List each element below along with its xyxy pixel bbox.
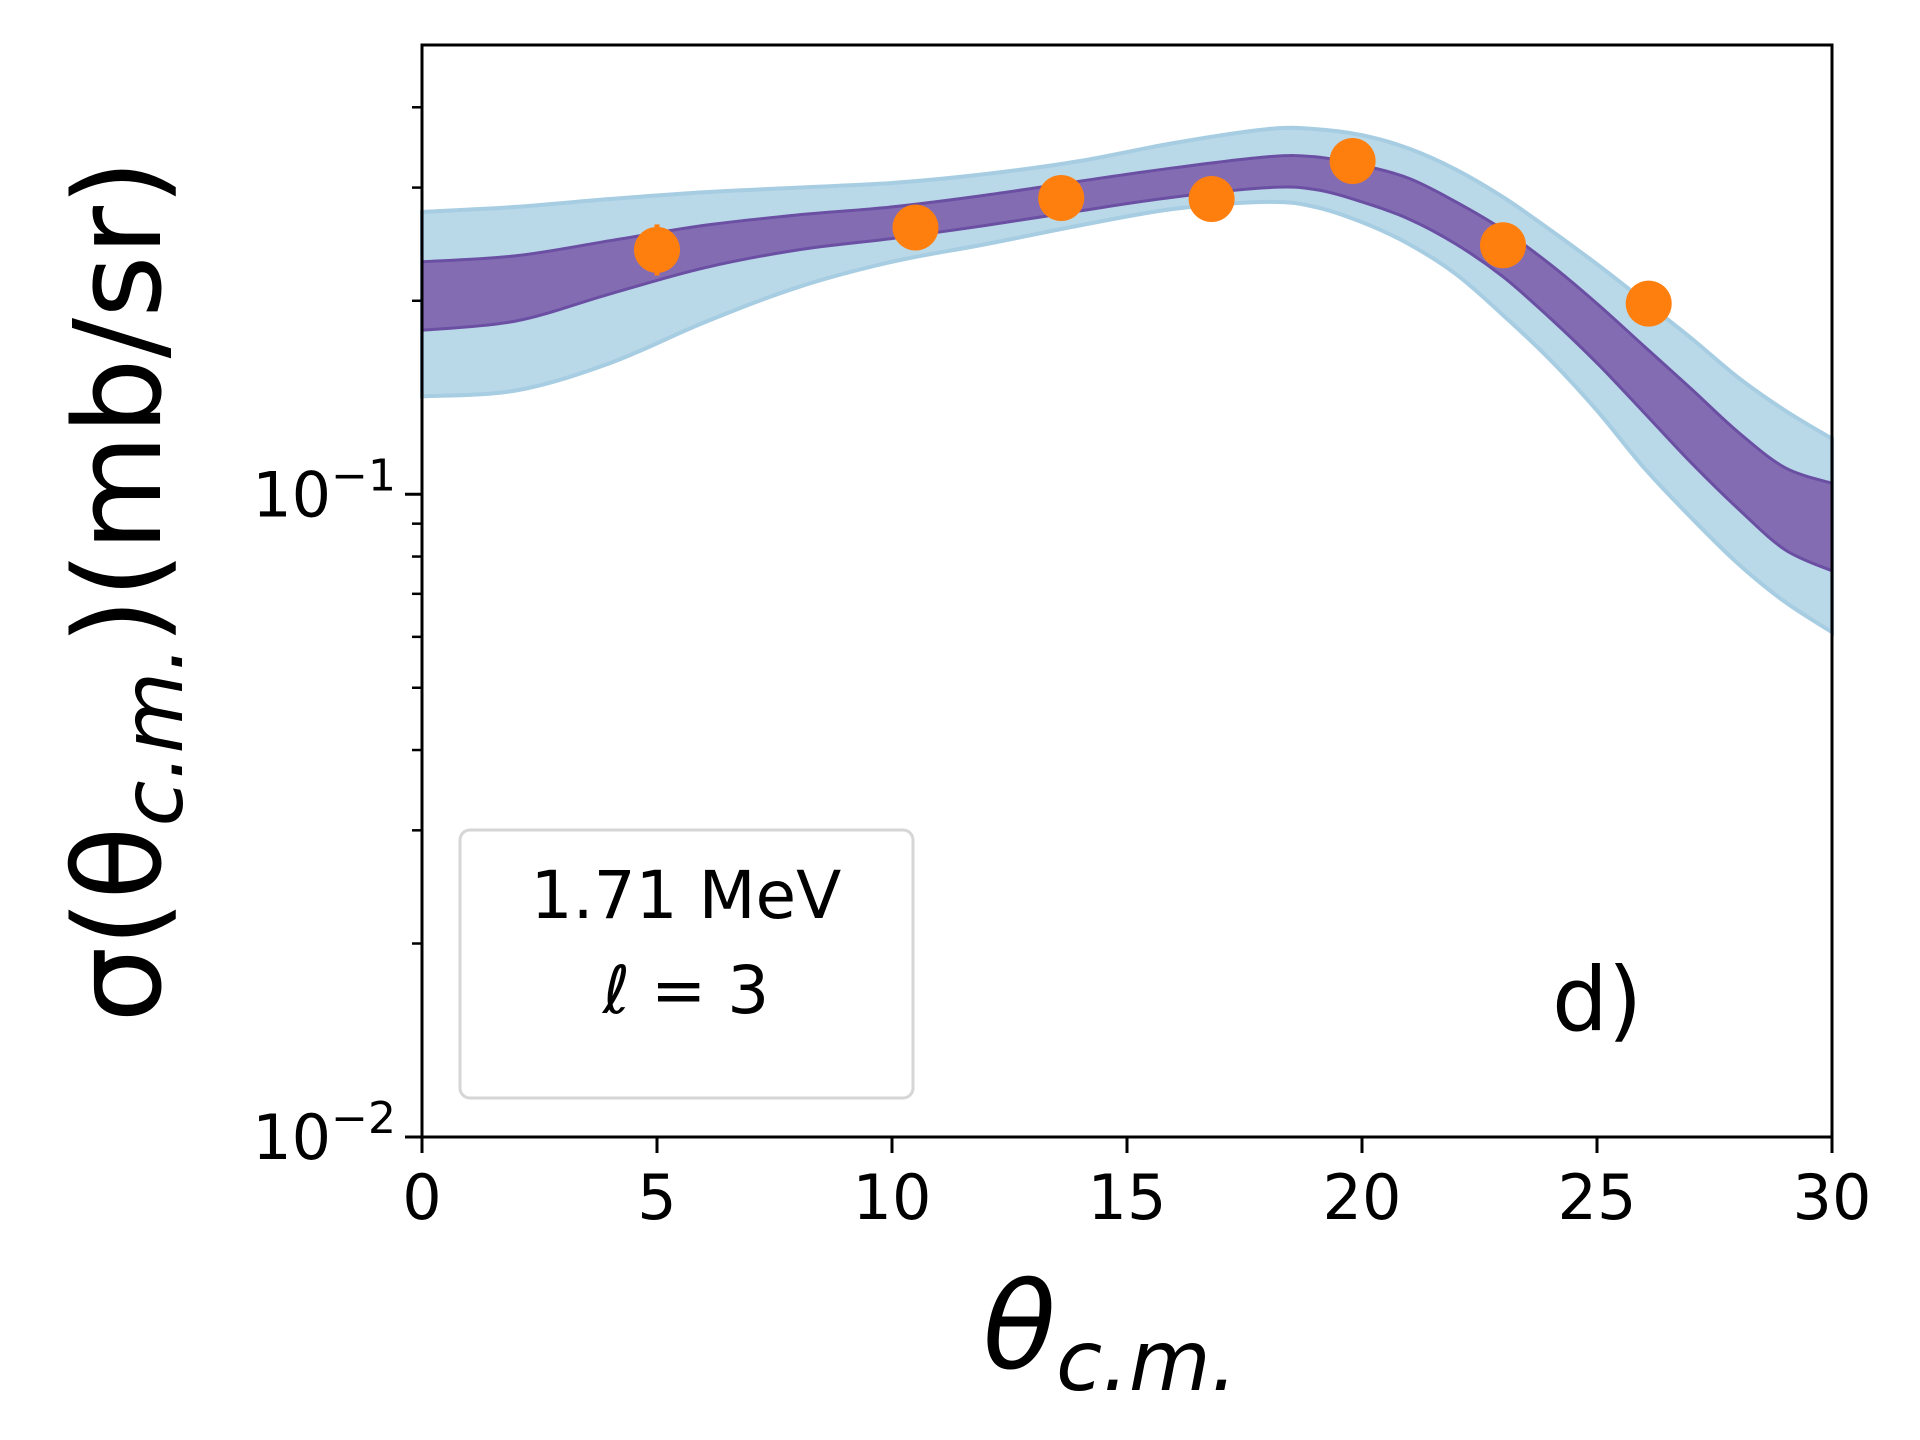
x-tick-label: 15 xyxy=(1088,1161,1167,1234)
inner-uncertainty-band xyxy=(420,154,1834,574)
y-tick-label-base: 10 xyxy=(252,1101,331,1174)
x-tick-label: 25 xyxy=(1558,1161,1637,1234)
y-tick-label: 10−1 xyxy=(252,450,396,531)
x-axis-title-symbol: θ xyxy=(983,1258,1056,1397)
y-axis-title-prefix: σ(θ xyxy=(50,826,189,1022)
x-tick-label: 0 xyxy=(402,1161,441,1234)
data-point xyxy=(1329,137,1376,184)
x-axis-title-subscript: c.m. xyxy=(1056,1312,1237,1410)
y-axis: 10−110−2 xyxy=(252,106,422,1174)
legend: 1.71 MeV ℓ = 3 xyxy=(458,828,915,1100)
data-point xyxy=(1625,280,1672,327)
legend-box xyxy=(458,828,915,1100)
data-point xyxy=(634,226,680,273)
y-axis-title: σ(θc.m.)(mb/sr) xyxy=(50,159,202,1023)
data-point xyxy=(1188,175,1235,222)
x-axis: 0 5 10 15 20 25 30 xyxy=(402,1137,1871,1234)
data-point xyxy=(1038,175,1085,222)
legend-angular-momentum: ℓ = 3 xyxy=(602,952,770,1029)
panel-label: d) xyxy=(1552,948,1642,1051)
y-tick-label-exponent: −2 xyxy=(331,1093,396,1144)
plot-area xyxy=(420,125,1834,636)
y-tick-label: 10−2 xyxy=(252,1093,396,1174)
y-tick-label-base: 10 xyxy=(252,458,331,531)
data-point xyxy=(1480,222,1526,269)
x-axis-title: θc.m. xyxy=(983,1258,1238,1410)
data-points xyxy=(634,137,1672,327)
x-tick-label: 10 xyxy=(853,1161,932,1234)
legend-energy: 1.71 MeV xyxy=(531,857,842,934)
x-tick-label: 5 xyxy=(637,1161,676,1234)
x-tick-label: 20 xyxy=(1323,1161,1402,1234)
x-tick-label: 30 xyxy=(1793,1161,1872,1234)
y-axis-title-subscript: c.m. xyxy=(104,645,202,826)
legend-ell-value: = 3 xyxy=(630,952,769,1029)
y-axis-title-suffix: )(mb/sr) xyxy=(50,159,189,645)
y-tick-label-exponent: −1 xyxy=(331,450,396,501)
legend-ell-symbol: ℓ xyxy=(602,952,630,1029)
data-point xyxy=(892,204,939,251)
